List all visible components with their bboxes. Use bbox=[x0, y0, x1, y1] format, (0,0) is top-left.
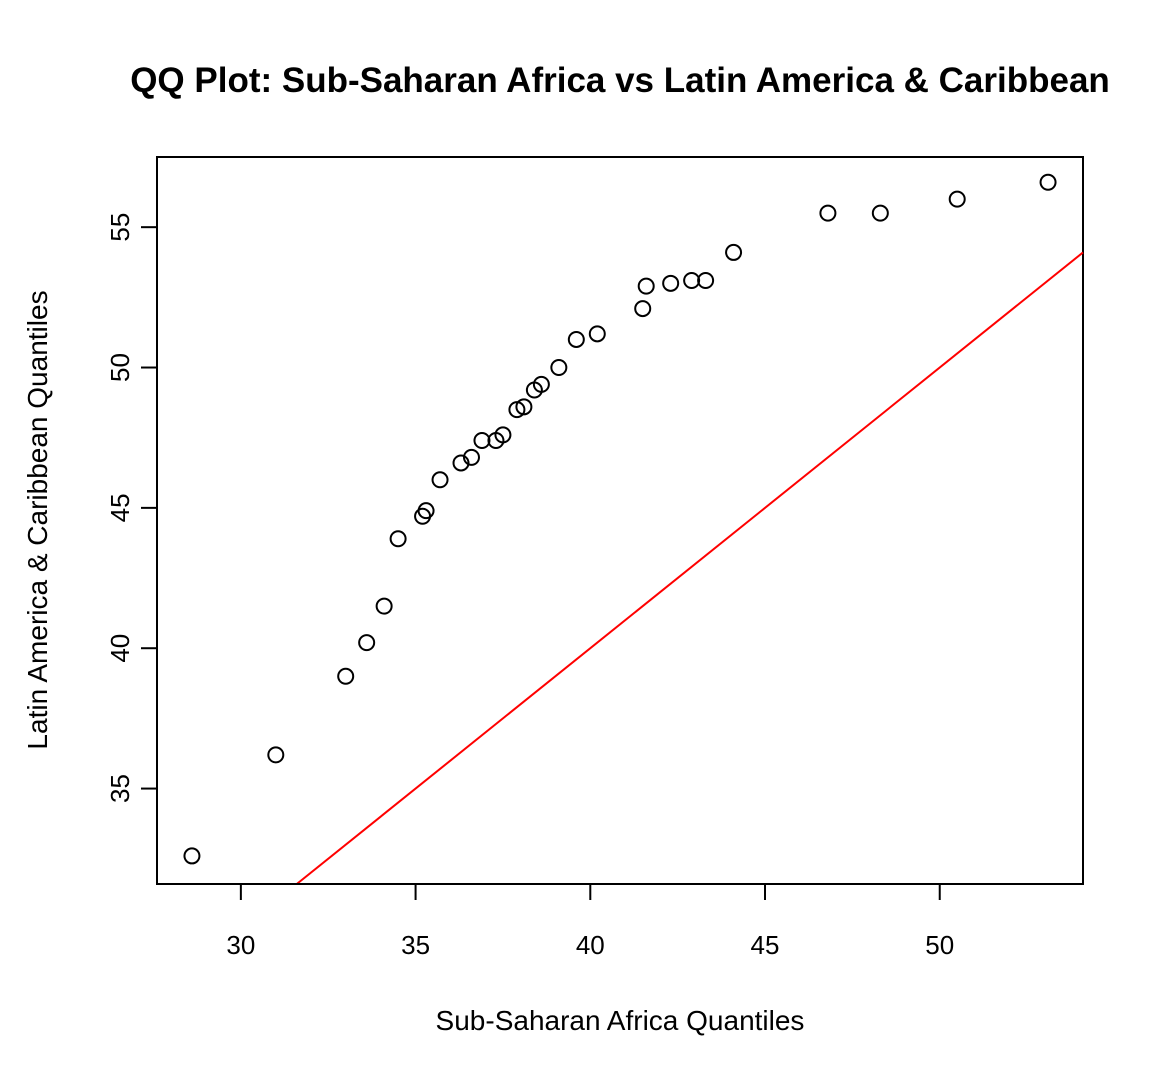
x-axis: 30 35 40 45 50 bbox=[226, 883, 954, 960]
qq-point bbox=[725, 243, 743, 261]
qq-point bbox=[871, 204, 889, 222]
qq-point bbox=[637, 277, 655, 295]
x-tick-label: 35 bbox=[401, 930, 430, 960]
y-tick-label: 35 bbox=[105, 774, 135, 803]
qq-point bbox=[683, 272, 701, 290]
points-layer bbox=[183, 173, 1057, 865]
qq-point bbox=[515, 398, 533, 416]
x-tick-label: 30 bbox=[226, 930, 255, 960]
qq-point bbox=[358, 634, 376, 652]
y-tick-label: 55 bbox=[105, 213, 135, 242]
qq-point bbox=[183, 847, 201, 865]
qq-point bbox=[452, 454, 470, 472]
qq-point bbox=[389, 530, 407, 548]
reference-line bbox=[296, 251, 1084, 885]
qq-point bbox=[375, 597, 393, 615]
reference-line-layer bbox=[296, 251, 1084, 885]
qq-point bbox=[532, 375, 550, 393]
x-tick-label: 40 bbox=[576, 930, 605, 960]
x-tick-label: 50 bbox=[925, 930, 954, 960]
plot-frame bbox=[156, 156, 1084, 885]
qq-point bbox=[1039, 173, 1057, 191]
qq-point bbox=[697, 272, 715, 290]
y-tick-label: 40 bbox=[105, 634, 135, 663]
qq-point bbox=[567, 330, 585, 348]
qq-point bbox=[634, 300, 652, 318]
qq-point bbox=[337, 667, 355, 685]
qq-point bbox=[948, 190, 966, 208]
y-axis-title: Latin America & Caribbean Quantiles bbox=[22, 290, 53, 749]
qq-point bbox=[494, 426, 512, 444]
qq-point bbox=[431, 471, 449, 489]
qq-point bbox=[550, 359, 568, 377]
chart-title: QQ Plot: Sub-Saharan Africa vs Latin Ame… bbox=[130, 61, 1110, 100]
qq-point bbox=[462, 448, 480, 466]
qq-point bbox=[417, 502, 435, 520]
qq-point bbox=[662, 274, 680, 292]
y-tick-label: 45 bbox=[105, 493, 135, 522]
y-axis: 35 40 45 50 55 bbox=[105, 213, 158, 803]
y-tick-label: 50 bbox=[105, 353, 135, 382]
qq-point bbox=[267, 746, 285, 764]
qq-point bbox=[473, 432, 491, 450]
x-axis-title: Sub-Saharan Africa Quantiles bbox=[436, 1005, 805, 1036]
qq-point bbox=[588, 325, 606, 343]
qq-point bbox=[819, 204, 837, 222]
x-tick-label: 45 bbox=[751, 930, 780, 960]
